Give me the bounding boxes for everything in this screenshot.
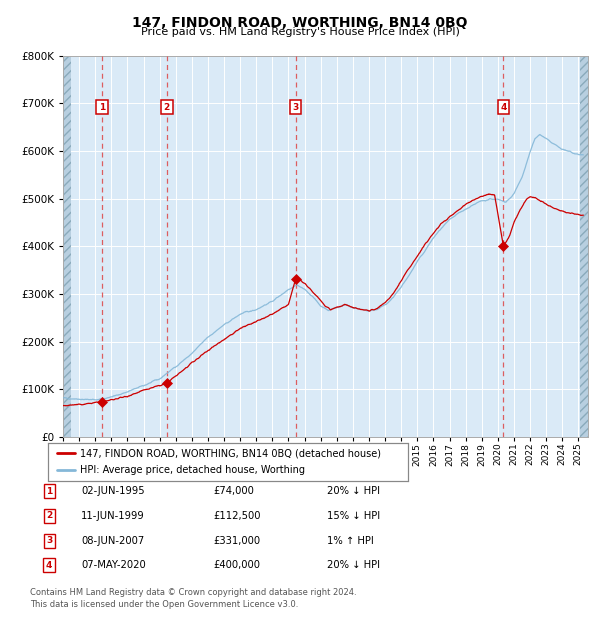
Text: 20% ↓ HPI: 20% ↓ HPI — [327, 486, 380, 496]
Text: £112,500: £112,500 — [213, 511, 260, 521]
Bar — [63, 56, 71, 437]
Text: 3: 3 — [292, 103, 299, 112]
Text: 4: 4 — [500, 103, 506, 112]
Bar — [63, 56, 71, 437]
Text: 1: 1 — [46, 487, 52, 495]
Text: £331,000: £331,000 — [213, 536, 260, 546]
Bar — [580, 56, 588, 437]
Text: HPI: Average price, detached house, Worthing: HPI: Average price, detached house, Wort… — [80, 466, 305, 476]
Text: 11-JUN-1999: 11-JUN-1999 — [81, 511, 145, 521]
Text: 4: 4 — [46, 561, 52, 570]
Text: Contains HM Land Registry data © Crown copyright and database right 2024.
This d: Contains HM Land Registry data © Crown c… — [30, 588, 356, 609]
Text: 08-JUN-2007: 08-JUN-2007 — [81, 536, 144, 546]
Text: 15% ↓ HPI: 15% ↓ HPI — [327, 511, 380, 521]
Text: 3: 3 — [46, 536, 52, 545]
Text: 2: 2 — [46, 512, 52, 520]
Text: 147, FINDON ROAD, WORTHING, BN14 0BQ: 147, FINDON ROAD, WORTHING, BN14 0BQ — [132, 16, 468, 30]
Text: £74,000: £74,000 — [213, 486, 254, 496]
Text: 2: 2 — [164, 103, 170, 112]
Bar — [580, 56, 588, 437]
Text: 07-MAY-2020: 07-MAY-2020 — [81, 560, 146, 570]
Text: £400,000: £400,000 — [213, 560, 260, 570]
Text: 20% ↓ HPI: 20% ↓ HPI — [327, 560, 380, 570]
Text: 147, FINDON ROAD, WORTHING, BN14 0BQ (detached house): 147, FINDON ROAD, WORTHING, BN14 0BQ (de… — [80, 448, 382, 458]
Text: Price paid vs. HM Land Registry's House Price Index (HPI): Price paid vs. HM Land Registry's House … — [140, 27, 460, 37]
Text: 1: 1 — [99, 103, 105, 112]
Text: 1% ↑ HPI: 1% ↑ HPI — [327, 536, 374, 546]
Text: 02-JUN-1995: 02-JUN-1995 — [81, 486, 145, 496]
